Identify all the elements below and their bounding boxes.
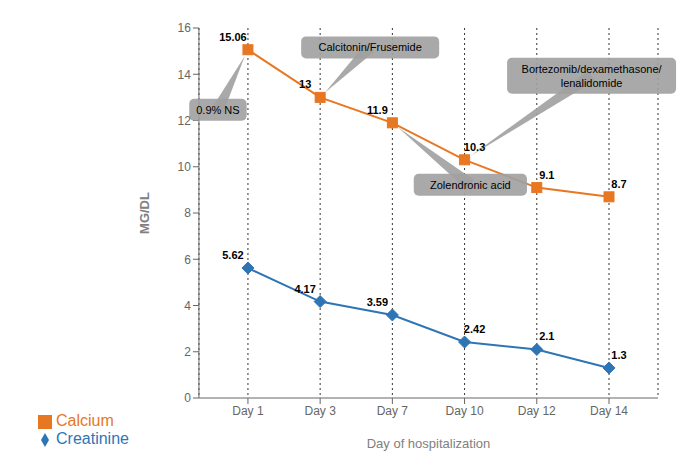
- svg-text:3.59: 3.59: [367, 296, 388, 308]
- svg-text:0: 0: [184, 391, 191, 405]
- svg-text:Bortezomib/dexamethasone/lenal: Bortezomib/dexamethasone/lenalidomide: [522, 63, 663, 89]
- svg-text:Day 3: Day 3: [304, 404, 336, 418]
- svg-text:2.1: 2.1: [539, 330, 554, 342]
- svg-text:2: 2: [184, 345, 191, 359]
- html-text:Creatinine: Creatinine: [56, 430, 129, 447]
- svg-text:14: 14: [178, 68, 192, 82]
- svg-text:6: 6: [184, 253, 191, 267]
- svg-text:10: 10: [178, 160, 192, 174]
- svg-text:4: 4: [184, 299, 191, 313]
- svg-text:4.17: 4.17: [294, 283, 315, 295]
- svg-text:MG/DL: MG/DL: [137, 192, 152, 234]
- svg-text:13: 13: [299, 78, 311, 90]
- svg-text:12: 12: [178, 114, 192, 128]
- svg-text:8: 8: [184, 206, 191, 220]
- svg-text:Calcitonin/Frusemide: Calcitonin/Frusemide: [318, 41, 421, 53]
- svg-text:Day 14: Day 14: [590, 404, 628, 418]
- svg-text:2.42: 2.42: [464, 323, 485, 335]
- svg-text:Day 1: Day 1: [232, 404, 264, 418]
- svg-text:Day 7: Day 7: [377, 404, 409, 418]
- svg-text:Day 10: Day 10: [446, 404, 484, 418]
- svg-text:11.9: 11.9: [367, 104, 388, 116]
- html-text:Calcium: Calcium: [56, 412, 114, 429]
- svg-text:Day 12: Day 12: [518, 404, 556, 418]
- svg-text:8.7: 8.7: [611, 178, 626, 190]
- svg-text:5.62: 5.62: [222, 249, 243, 261]
- svg-text:Zolendronic acid: Zolendronic acid: [430, 179, 511, 191]
- svg-text:Day of hospitalization: Day of hospitalization: [367, 436, 491, 451]
- svg-text:0.9% NS: 0.9% NS: [196, 104, 239, 116]
- svg-text:16: 16: [178, 21, 192, 35]
- svg-text:10.3: 10.3: [464, 141, 485, 153]
- svg-text:15.06: 15.06: [219, 31, 247, 43]
- svg-text:1.3: 1.3: [611, 349, 626, 361]
- svg-text:9.1: 9.1: [539, 169, 554, 181]
